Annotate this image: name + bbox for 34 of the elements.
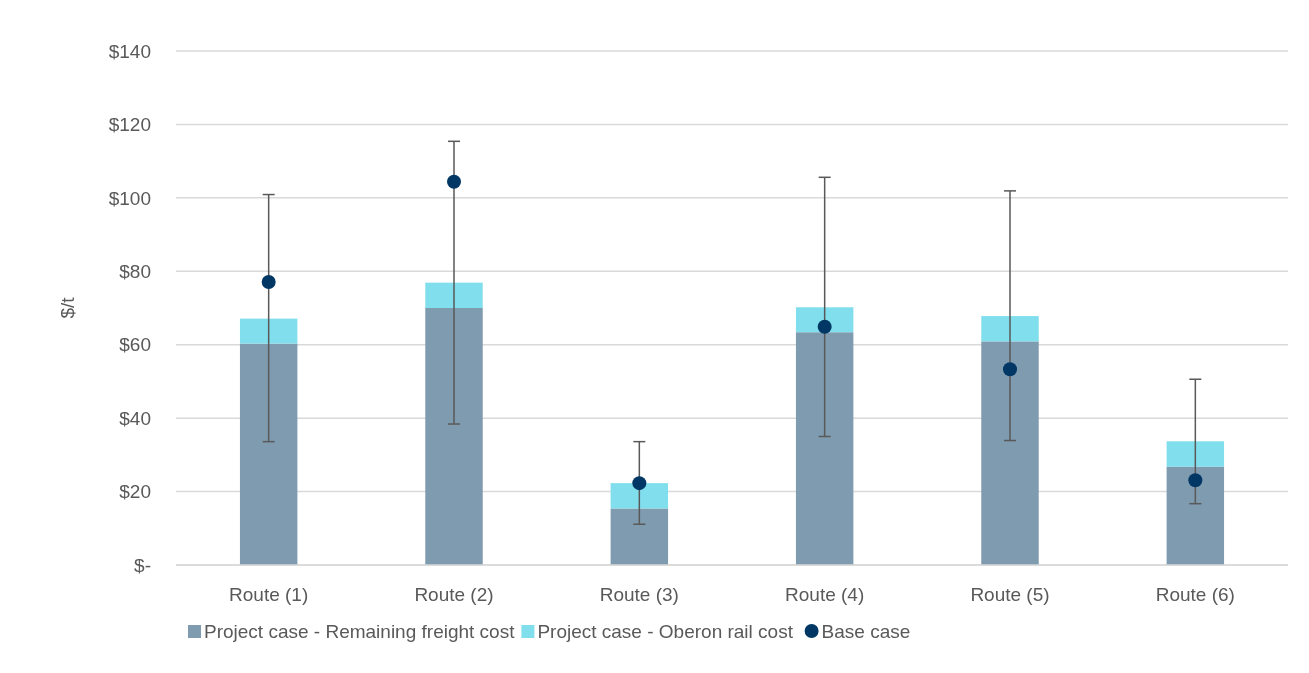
bar — [1166, 466, 1225, 565]
y-tick-label: $20 — [119, 481, 151, 503]
bar — [610, 483, 669, 509]
y-tick-label: $40 — [119, 407, 151, 429]
y-axis-title: $/t — [57, 296, 78, 319]
x-tick-label: Route (2) — [414, 584, 494, 605]
bar — [795, 332, 854, 565]
y-tick-label: $80 — [119, 260, 151, 282]
y-tick-label: $120 — [108, 114, 151, 136]
bar — [425, 282, 483, 308]
x-tick-label: Route (1) — [229, 584, 309, 605]
bar — [239, 318, 298, 344]
x-tick-label: Route (3) — [599, 584, 679, 605]
y-tick-label: $- — [134, 554, 151, 576]
point — [447, 174, 461, 189]
bar — [239, 343, 298, 565]
point — [261, 274, 276, 289]
y-tick-label: $100 — [108, 187, 151, 209]
legend-label: Project case - Remaining freight cost — [204, 620, 516, 642]
bar — [610, 508, 669, 565]
point — [1188, 473, 1203, 488]
bar — [981, 341, 1039, 565]
bar — [425, 308, 483, 565]
bar — [981, 316, 1039, 342]
x-tick-label: Route (6) — [1155, 584, 1235, 605]
legend-label: Base case — [821, 620, 911, 642]
y-tick-label: $140 — [108, 40, 151, 62]
bar — [1166, 441, 1225, 467]
legend-label: Project case - Oberon rail cost — [537, 620, 794, 642]
point — [1003, 362, 1017, 377]
point — [632, 476, 647, 491]
x-tick-label: Route (5) — [970, 584, 1050, 605]
y-tick-label: $60 — [119, 334, 151, 356]
x-tick-label: Route (4) — [785, 584, 865, 605]
